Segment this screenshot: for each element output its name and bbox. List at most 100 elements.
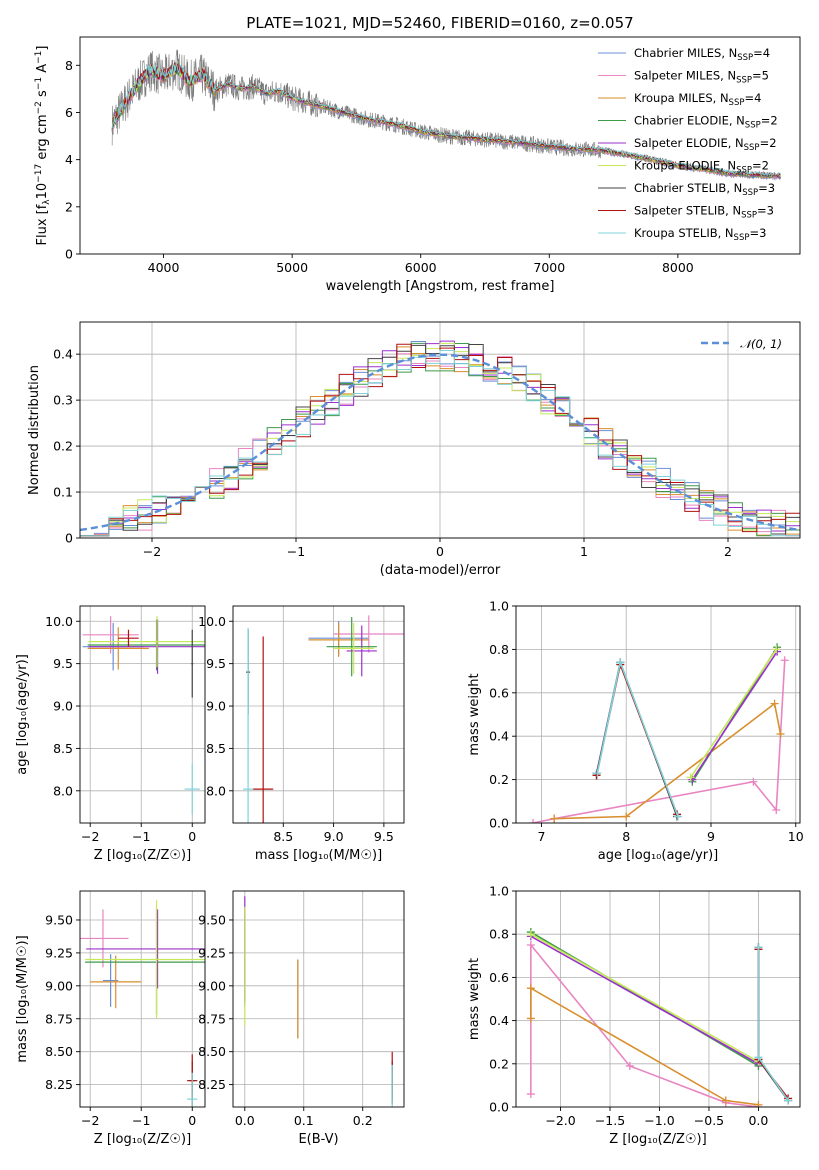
x-tick-label: 0 xyxy=(188,1113,196,1128)
y-tick-label: 8.50 xyxy=(45,1044,73,1059)
x-axis-label: E(B-V) xyxy=(298,1132,338,1147)
axes-frame xyxy=(515,605,801,824)
y-tick-label: 9.25 xyxy=(198,945,226,960)
weight-line xyxy=(595,659,678,817)
y-tick-label: 8.25 xyxy=(45,1077,73,1092)
y-axis-label: mass [log₁₀(M/M☉)] xyxy=(15,935,30,1062)
plot-area xyxy=(526,928,793,1107)
x-tick-label: −1 xyxy=(287,544,305,559)
y-tick-label: 1.0 xyxy=(489,884,509,899)
weight-marker xyxy=(550,814,559,823)
legend-entry: 𝒩(0, 1) xyxy=(740,337,782,351)
panel-age_vs_mass: 8.5 9.0 9.5 8.0 8.5 9.0 9.5 10.0 mass [log₁₀(M/M… xyxy=(198,605,405,863)
y-tick-label: 9.50 xyxy=(198,912,226,927)
x-tick-label: 2 xyxy=(724,544,732,559)
normal-reference-curve xyxy=(80,353,800,532)
plot-area xyxy=(243,615,404,823)
y-axis-label: Flux [fλ10−17 erg cm−2 s−1 A−1] xyxy=(34,46,52,246)
y-tick-label: 0.3 xyxy=(53,393,73,408)
weight-marker xyxy=(772,805,781,814)
y-tick-label: 0.2 xyxy=(489,1056,509,1071)
weight-marker xyxy=(721,1096,730,1105)
y-tick-label: 9.00 xyxy=(198,978,226,993)
y-tick-label: 1.0 xyxy=(489,599,509,614)
weight-marker xyxy=(686,773,695,782)
y-axis-label: mass weight xyxy=(467,958,482,1040)
x-tick-label: −2 xyxy=(143,544,161,559)
y-tick-label: 8.25 xyxy=(198,1077,226,1092)
y-tick-label: 9.50 xyxy=(45,912,73,927)
weight-marker xyxy=(528,819,537,823)
residual-histogram xyxy=(80,343,800,537)
weight-line xyxy=(530,935,759,1065)
x-tick-label: 0.0 xyxy=(235,1113,255,1128)
y-tick-label: 9.25 xyxy=(45,945,73,960)
x-tick-label: 0.1 xyxy=(294,1113,314,1128)
x-tick-label: 9 xyxy=(707,829,715,844)
y-tick-label: 8.0 xyxy=(53,783,73,798)
weight-marker xyxy=(625,1061,634,1070)
axes-frame xyxy=(79,36,801,255)
x-tick-label: 9.5 xyxy=(374,829,394,844)
y-tick-label: 0.8 xyxy=(489,927,509,942)
y-tick-label: 8.0 xyxy=(206,783,226,798)
y-tick-label: 0 xyxy=(65,247,73,262)
y-tick-label: 0.8 xyxy=(489,642,509,657)
legend-entry: Kroupa STELIB, NSSP=3 xyxy=(634,226,766,243)
x-axis-label: wavelength [Angstrom, rest frame] xyxy=(326,279,555,294)
weight-marker xyxy=(526,930,535,939)
x-tick-label: 10 xyxy=(788,829,804,844)
legend-entry: Kroupa ELODIE, NSSP=2 xyxy=(634,159,769,176)
panel-mass_vs_Z: −2 −1 0 8.25 8.50 8.75 9.00 9.25 9.50 Z [log₁₀(Z/… xyxy=(15,890,206,1147)
y-tick-label: 0 xyxy=(65,531,73,546)
x-tick-label: −1 xyxy=(132,829,150,844)
plot-area xyxy=(80,340,800,537)
weight-marker xyxy=(526,984,535,993)
y-tick-label: 2 xyxy=(65,199,73,214)
weight-marker xyxy=(776,730,785,739)
x-tick-label: 0 xyxy=(436,544,444,559)
x-tick-label: −2 xyxy=(81,829,99,844)
x-axis-label: (data-model)/error xyxy=(380,563,501,578)
plot-area xyxy=(82,616,205,815)
legend-entry: Chabrier STELIB, NSSP=3 xyxy=(634,181,775,198)
model-spectrum-line xyxy=(111,62,781,176)
axes-frame xyxy=(79,605,206,824)
y-axis-label: Normed distribution xyxy=(27,365,42,495)
panel-mass_vs_ebv: 0.0 0.1 0.2 8.25 8.50 8.75 9.00 9.25 9.50 E(B-V) xyxy=(198,890,405,1147)
y-tick-label: 8.5 xyxy=(53,741,73,756)
figure-title: PLATE=1021, MJD=52460, FIBERID=0160, z=0… xyxy=(246,14,633,32)
y-tick-label: 6 xyxy=(65,105,73,120)
y-tick-label: 0.4 xyxy=(489,1013,509,1028)
panel-weight_vs_age: 7 8 9 10 0.0 0.2 0.4 0.6 0.8 1.0 age [log₁₀(age/yr… xyxy=(467,599,804,864)
y-tick-label: 0.4 xyxy=(489,729,509,744)
y-tick-label: 0.0 xyxy=(489,1100,509,1115)
y-tick-label: 4 xyxy=(65,152,73,167)
weight-line xyxy=(689,648,777,778)
y-tick-label: 8.5 xyxy=(206,741,226,756)
panel-age_vs_Z: −2 −1 0 8.0 8.5 9.0 9.5 10.0 Z [log₁₀(Z/Z☉)] age … xyxy=(15,605,206,863)
x-tick-label: 1 xyxy=(580,544,588,559)
y-tick-label: 0.1 xyxy=(53,485,73,500)
x-tick-label: 6000 xyxy=(405,260,437,275)
axes-frame xyxy=(515,890,801,1108)
x-tick-label: −1.5 xyxy=(595,1113,625,1128)
legend-entry: Kroupa MILES, NSSP=4 xyxy=(634,91,761,108)
y-tick-label: 9.0 xyxy=(53,699,73,714)
y-tick-label: 0.4 xyxy=(53,347,73,362)
weight-line xyxy=(757,947,789,1101)
y-tick-label: 0.2 xyxy=(53,439,73,454)
y-tick-label: 0.0 xyxy=(489,816,509,831)
y-tick-label: 8.75 xyxy=(198,1011,226,1026)
y-tick-label: 8.50 xyxy=(198,1044,226,1059)
y-tick-label: 9.5 xyxy=(53,656,73,671)
weight-marker xyxy=(749,777,758,786)
legend-entry: Salpeter MILES, NSSP=5 xyxy=(634,69,769,86)
x-tick-label: −2 xyxy=(81,1113,99,1128)
x-tick-label: 0.2 xyxy=(353,1113,373,1128)
axes-frame xyxy=(232,890,405,1108)
y-axis-label: mass weight xyxy=(467,673,482,755)
legend: Chabrier MILES, NSSP=4 Salpeter MILES, NS… xyxy=(598,46,778,243)
y-tick-label: 9.00 xyxy=(45,978,73,993)
x-tick-label: 5000 xyxy=(276,260,308,275)
